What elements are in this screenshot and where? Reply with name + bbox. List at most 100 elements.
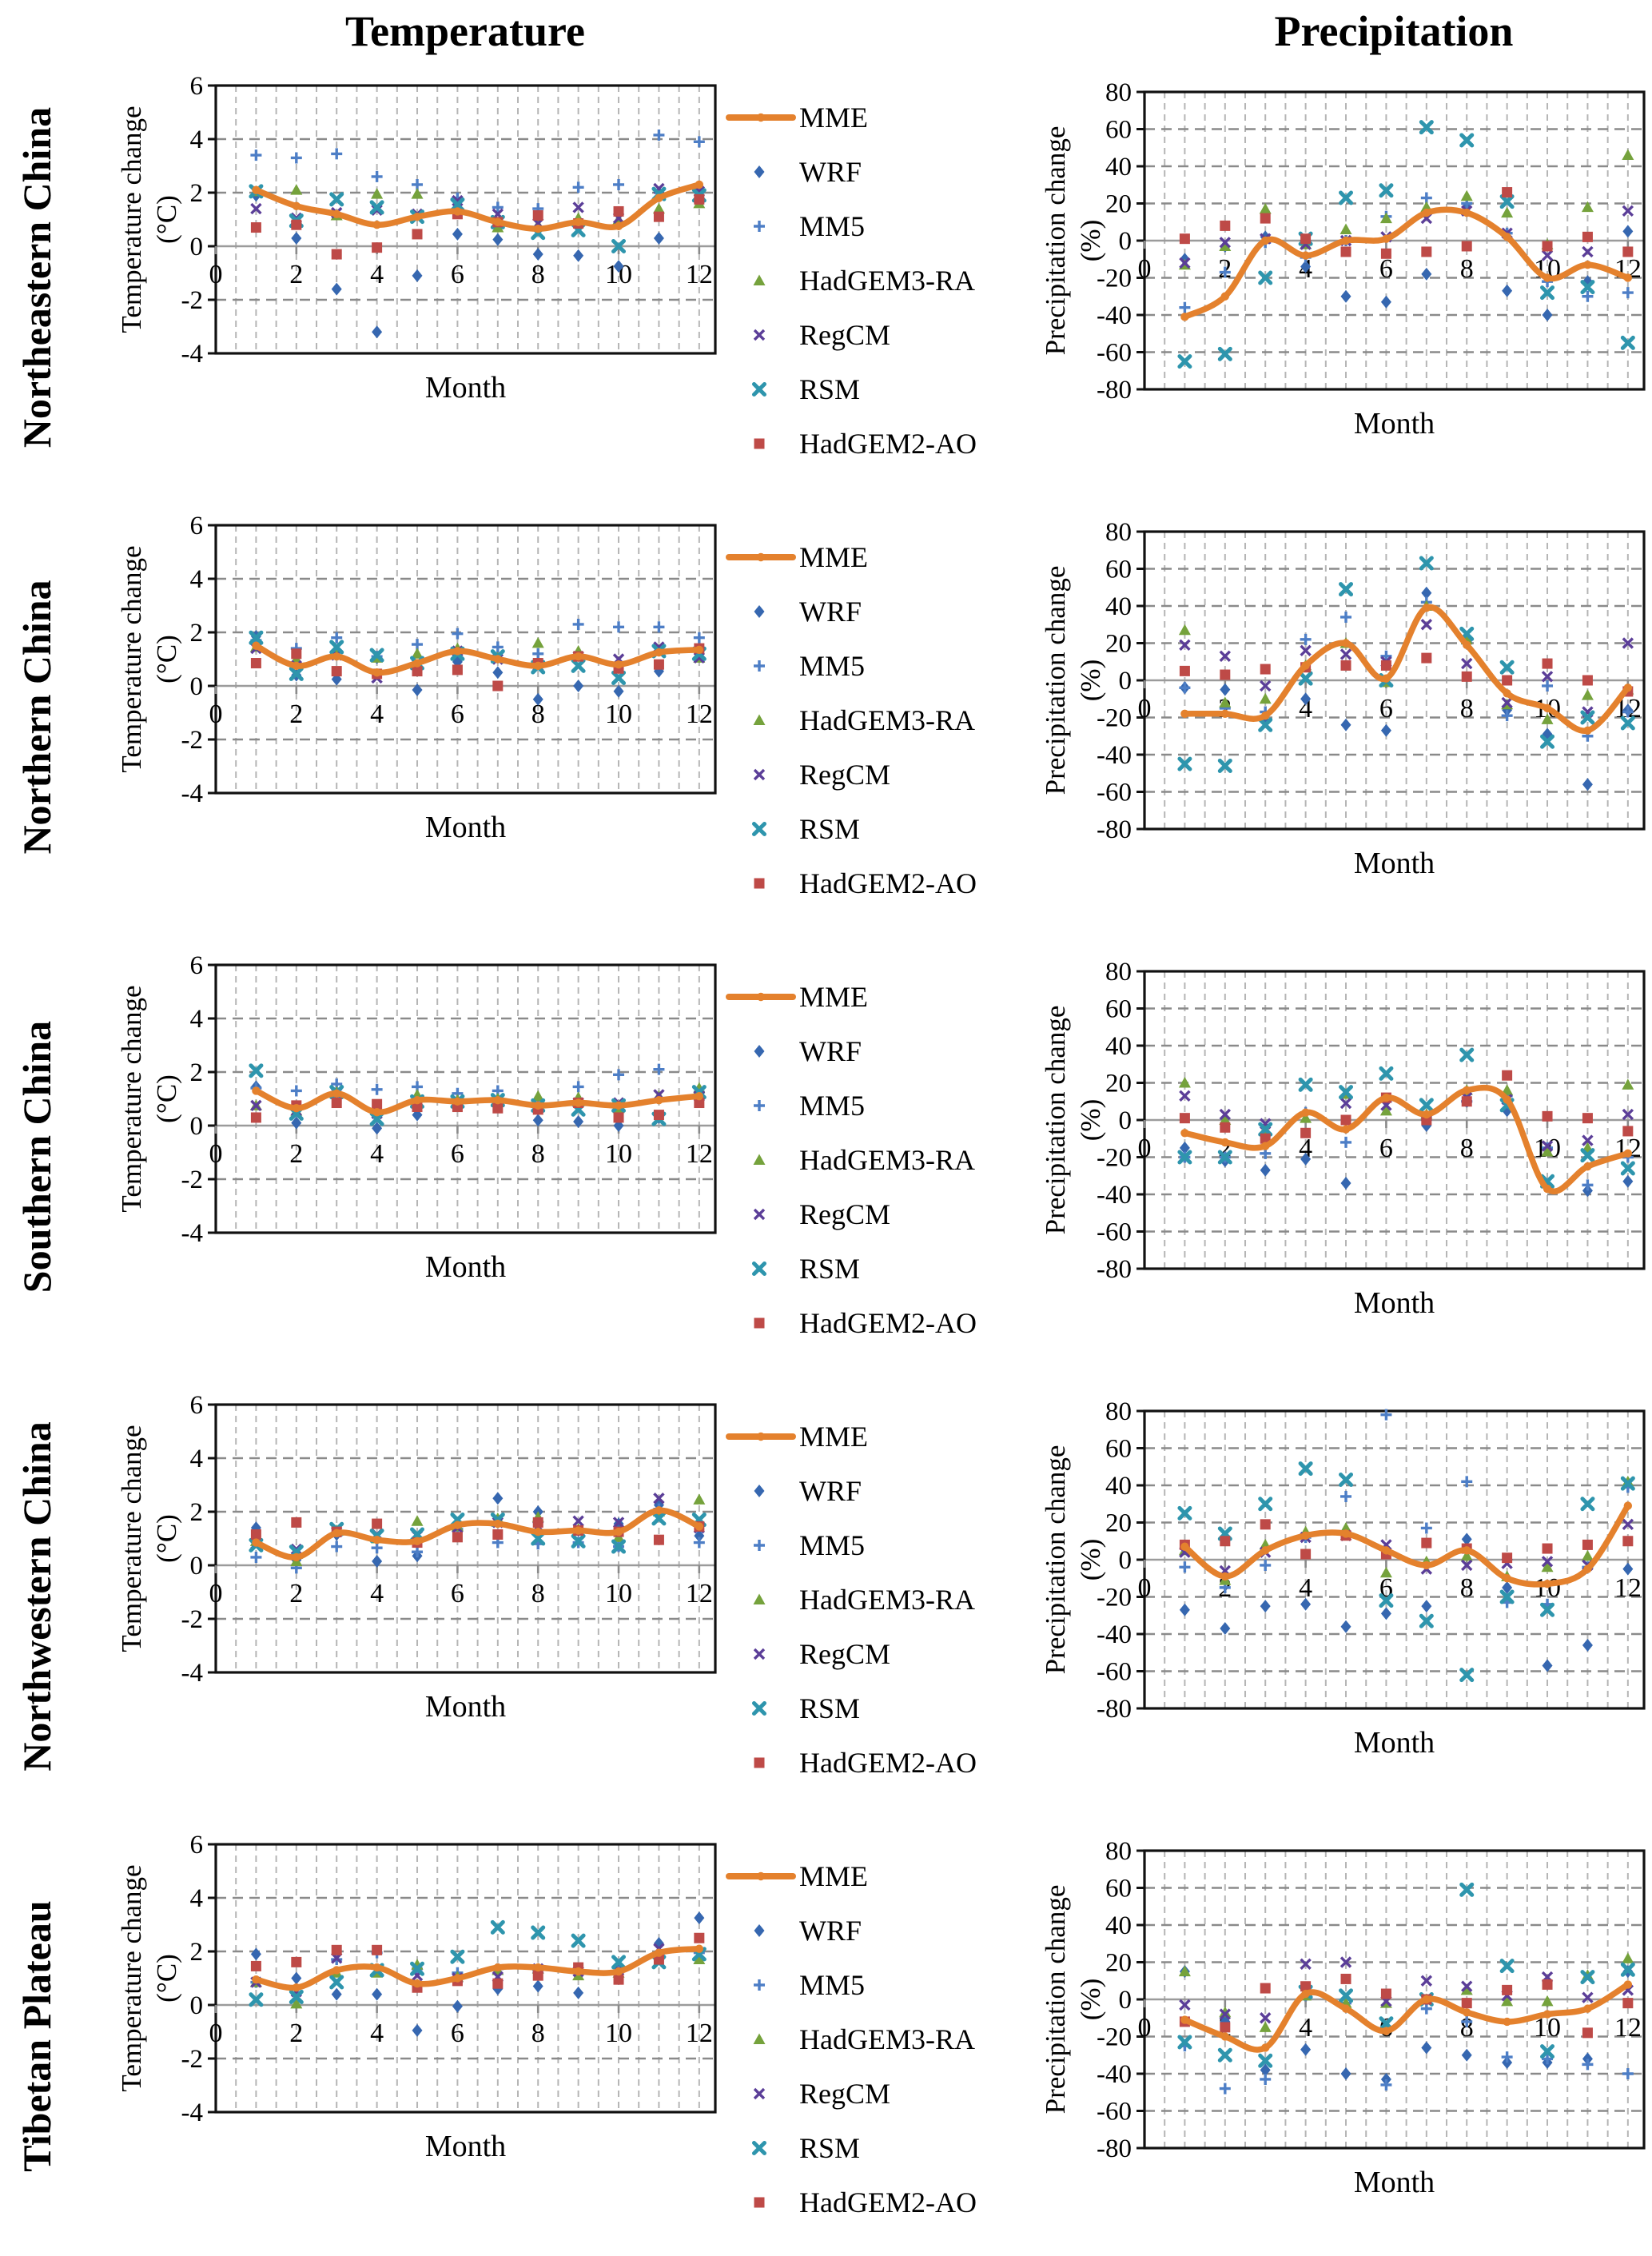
- hadgem2ao-square-marker: [613, 1974, 624, 1985]
- plot-frame: [214, 963, 717, 1234]
- precipitation-chart: 806040200-20-40-60-80024681012Precipitat…: [1040, 518, 1646, 880]
- x-tick-label: 0: [209, 700, 223, 729]
- rsm-x-marker: [611, 1539, 627, 1554]
- wrf-diamond-marker: [1300, 692, 1312, 706]
- rsm-x-marker: [571, 1533, 586, 1549]
- mme-dot-marker: [292, 1552, 301, 1562]
- wrf-diamond-marker: [372, 1554, 383, 1568]
- hadgem2ao-square-marker: [291, 1517, 302, 1528]
- series-hadgem2-ao: [250, 193, 705, 260]
- wrf-diamond-marker: [1340, 2067, 1351, 2080]
- rsm-x-marker: [1258, 717, 1273, 732]
- regcm-x-marker: [1420, 1975, 1433, 1987]
- rsm-x-marker: [1499, 1959, 1515, 1974]
- rsm-x-marker: [1419, 120, 1434, 135]
- mme-dot-marker: [1543, 1580, 1552, 1588]
- precipitation-chart: 806040200-20-40-60-80024681012Precipitat…: [1040, 958, 1646, 1320]
- mme-dot-marker: [655, 1095, 663, 1105]
- y-tick-label: -4: [181, 1219, 204, 1248]
- rsm-x-marker: [1620, 1476, 1635, 1491]
- rsm-x-marker: [1419, 1613, 1434, 1628]
- series-wrf: [1179, 1533, 1634, 1672]
- regcm-x-marker: [1179, 257, 1191, 269]
- hadgem2ao-square-marker: [331, 666, 342, 677]
- mme-dot-marker: [1422, 1995, 1431, 2004]
- mme-dot-marker: [534, 1963, 543, 1972]
- hadgem3ra-triangle-marker: [753, 1593, 766, 1604]
- legend-item: RSM: [752, 813, 860, 845]
- mme-dot-marker: [453, 1097, 462, 1106]
- x-tick-label: 6: [1379, 694, 1393, 723]
- x-tick-label: 0: [209, 2019, 223, 2048]
- wrf-diamond-marker: [1340, 289, 1351, 303]
- mm5-plus-marker: [572, 618, 584, 630]
- legend-item-label: RSM: [799, 2132, 860, 2164]
- x-tick-label: 8: [531, 260, 545, 289]
- series-mme: [1180, 1501, 1633, 1588]
- series-hadgem2-ao: [1179, 1973, 1634, 2039]
- rsm-x-marker: [1499, 194, 1515, 209]
- x-tick-label: 4: [370, 2019, 384, 2048]
- mme-dot-marker: [655, 1506, 663, 1515]
- y-tick-label: 40: [1105, 1032, 1132, 1061]
- regcm-x-marker: [1582, 1991, 1594, 2003]
- hadgem3ra-triangle-marker: [1219, 696, 1232, 707]
- hadgem2ao-square-marker: [250, 1529, 261, 1540]
- rsm-x-marker: [1339, 582, 1354, 597]
- mm5-plus-marker: [572, 1081, 584, 1093]
- mm5-plus-marker: [1179, 1561, 1191, 1573]
- y-tick-label: 80: [1105, 518, 1132, 547]
- hadgem3ra-triangle-marker: [1460, 189, 1473, 201]
- hadgem2ao-square-marker: [653, 659, 664, 670]
- legend-item-label: WRF: [799, 596, 862, 628]
- mme-dot-marker: [1623, 1149, 1633, 1158]
- rsm-x-marker: [1580, 1497, 1595, 1512]
- y-tick-label: -60: [1097, 779, 1132, 807]
- mme-line: [1181, 1981, 1631, 2053]
- wrf-diamond-marker: [1421, 1600, 1432, 1613]
- rsm-x-marker: [1419, 556, 1434, 571]
- legend-item-label: HadGEM2-AO: [799, 428, 977, 460]
- legend-item-label: HadGEM2-AO: [799, 1307, 977, 1339]
- hadgem3ra-triangle-marker: [1622, 149, 1634, 161]
- hadgem2ao-square-marker: [1502, 187, 1513, 198]
- legend-item-label: HadGEM3-RA: [799, 1584, 975, 1616]
- legend-item-label: WRF: [799, 1035, 862, 1067]
- hadgem2ao-square-marker: [653, 1954, 664, 1965]
- wrf-diamond-marker: [694, 1911, 705, 1925]
- y-axis-label: Temperature change: [116, 985, 147, 1212]
- rsm-x-marker: [410, 1961, 425, 1976]
- mme-dot-marker: [695, 180, 704, 189]
- series-hadgem2-ao: [1179, 187, 1634, 259]
- rsm-x-marker: [571, 1933, 586, 1948]
- regcm-x-marker: [1541, 1556, 1554, 1568]
- regcm-x-marker: [1622, 637, 1634, 649]
- hadgem3ra-triangle-marker: [1501, 206, 1514, 218]
- hadgem3ra-triangle-marker: [1178, 1077, 1191, 1088]
- x-axis-label: Month: [425, 1690, 506, 1724]
- y-tick-label: 4: [190, 565, 204, 594]
- mme-dot-marker: [493, 1963, 503, 1972]
- y-tick-label: -20: [1097, 2023, 1132, 2052]
- x-tick-label: 8: [1460, 254, 1474, 284]
- y-tick-label: 4: [190, 1005, 204, 1034]
- mme-dot-marker: [1463, 1086, 1471, 1094]
- wrf-diamond-marker: [1300, 1152, 1312, 1166]
- hadgem2ao-square-marker: [250, 658, 261, 669]
- mm5-plus-marker: [653, 129, 665, 141]
- mme-dot-marker: [1623, 684, 1633, 692]
- mm5-plus-marker: [613, 621, 625, 633]
- regcm-x-marker: [612, 1517, 625, 1529]
- hadgem3ra-triangle-marker: [1219, 240, 1232, 251]
- mme-dot-marker: [1382, 234, 1391, 243]
- legend-item-label: MM5: [799, 1090, 865, 1122]
- hadgem3ra-triangle-marker: [411, 188, 424, 199]
- mme-dot-marker: [655, 193, 663, 202]
- regcm-x-marker: [1340, 1956, 1352, 1968]
- mm5-plus-marker: [331, 632, 343, 644]
- regcm-x-marker: [1541, 1140, 1554, 1152]
- mme-dot-marker: [1463, 2008, 1471, 2017]
- mme-dot-marker: [1180, 1129, 1189, 1138]
- mme-dot-marker: [1543, 2010, 1552, 2019]
- mm5-plus-marker: [754, 1540, 765, 1551]
